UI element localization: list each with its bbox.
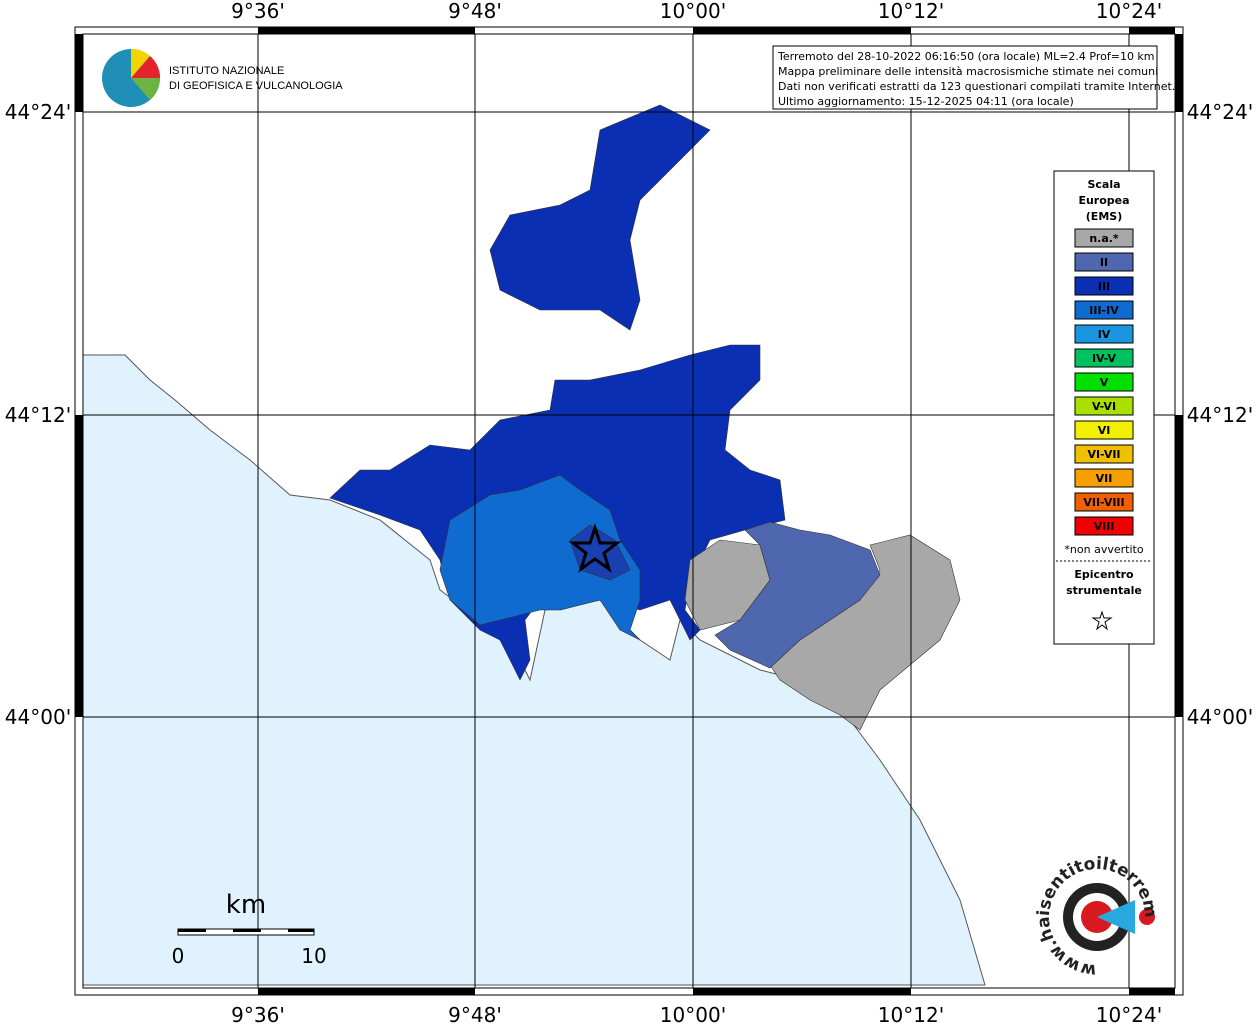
- info-line: Mappa preliminare delle intensità macros…: [778, 65, 1158, 78]
- legend-label: VII: [1096, 472, 1113, 485]
- region: [439, 474, 641, 641]
- logo-text: ISTITUTO NAZIONALE: [169, 65, 284, 77]
- lon-label: 9°48': [448, 0, 502, 23]
- legend-swatch: [1074, 348, 1134, 368]
- beam: [1097, 900, 1135, 934]
- legend-swatch: [1074, 468, 1134, 488]
- legend-epicenter: Epicentro: [1074, 568, 1134, 581]
- legend-label: VI: [1098, 424, 1111, 437]
- legend-swatch: [1074, 372, 1134, 392]
- legend-label: V: [1100, 376, 1109, 389]
- legend-swatch: [1074, 276, 1134, 296]
- legend-swatch: [1074, 444, 1134, 464]
- legend-swatch: [1074, 300, 1134, 320]
- info-box: [772, 45, 1158, 110]
- legend-title: Europea: [1078, 194, 1129, 207]
- lon-label: 9°36': [231, 1003, 285, 1024]
- bar: [75, 415, 83, 717]
- legend-swatch: [1074, 492, 1134, 512]
- bar: [258, 27, 475, 34]
- scale-unit: km: [226, 890, 266, 920]
- lon-label: 10°00': [660, 1003, 726, 1024]
- epicenter-star: [568, 523, 622, 573]
- legend-label: n.a.*: [1089, 232, 1119, 245]
- legend-label: II: [1100, 256, 1108, 269]
- scale-bar: km 0 10: [172, 890, 327, 968]
- lon-label: 10°24': [1096, 0, 1162, 23]
- legend-label: III-IV: [1089, 304, 1119, 317]
- bar: [693, 988, 911, 995]
- scale-seg: [178, 929, 206, 932]
- legend-label: III: [1098, 280, 1110, 293]
- lon-label: 10°00': [660, 0, 726, 23]
- region: [489, 104, 711, 331]
- info: Terremoto del 28-10-2022 06:16:50 (ora l…: [777, 50, 1175, 108]
- legend-title: Scala: [1087, 178, 1120, 191]
- scale-start: 0: [172, 944, 185, 968]
- bar: [75, 34, 83, 112]
- lon-label: 10°12': [878, 1003, 944, 1024]
- lat-label: 44°24': [1187, 100, 1253, 124]
- logo-text: DI GEOFISICA E VULCANOLOGIA: [169, 80, 343, 92]
- info-line: Dati non verificati estratti da 123 ques…: [778, 80, 1175, 93]
- legend-swatch: [1074, 396, 1134, 416]
- legend-note: *non avvertito: [1064, 543, 1143, 556]
- legend-label: VI-VII: [1087, 448, 1120, 461]
- legend-label: VII-VIII: [1083, 496, 1124, 509]
- bar: [1175, 34, 1183, 112]
- legend-swatch: [1074, 420, 1134, 440]
- lon-label: 9°36': [231, 0, 285, 23]
- legend-label: VIII: [1094, 520, 1115, 533]
- legend: ScalaEuropea(EMS)n.a.*IIIIIIII-IVIVIV-VV…: [1056, 178, 1152, 631]
- lon-label: 10°12': [878, 0, 944, 23]
- info-line: Terremoto del 28-10-2022 06:16:50 (ora l…: [777, 50, 1155, 63]
- legend-label: IV: [1098, 328, 1111, 341]
- regions: [329, 104, 961, 731]
- legend-swatch: [1074, 324, 1134, 344]
- bar: [1175, 415, 1183, 717]
- globe-part: [131, 78, 161, 100]
- scale-seg: [288, 929, 314, 932]
- region: [714, 521, 881, 669]
- legend-swatch: [1074, 252, 1134, 272]
- dot: [1139, 909, 1155, 925]
- globe-part: [131, 56, 161, 78]
- scale-end: 10: [301, 944, 326, 968]
- lon-label: 10°24': [1096, 1003, 1162, 1024]
- legend-epicenter: strumentale: [1066, 584, 1142, 597]
- globe-part: [131, 48, 150, 78]
- legend-swatch: [1074, 516, 1134, 536]
- bar: [693, 27, 911, 34]
- bar: [1129, 27, 1175, 34]
- lat-label: 44°00': [5, 705, 71, 729]
- legend-title: (EMS): [1086, 210, 1122, 223]
- lon-label: 9°48': [448, 1003, 502, 1024]
- lat-label: 44°12': [5, 403, 71, 427]
- bar: [258, 988, 475, 995]
- bar: [1129, 988, 1175, 995]
- lat-label: 44°00': [1187, 705, 1253, 729]
- legend-star: [1091, 610, 1113, 631]
- legend-swatch: [1074, 228, 1134, 248]
- frame-bars: [75, 27, 1183, 995]
- info-line: Ultimo aggiornamento: 15-12-2025 04:11 (…: [778, 95, 1074, 108]
- ingv-logo: ISTITUTO NAZIONALE DI GEOFISICA E VULCAN…: [102, 48, 343, 107]
- lat-label: 44°24': [5, 100, 71, 124]
- scale-seg: [233, 929, 261, 932]
- legend-label: IV-V: [1092, 352, 1117, 365]
- lat-label: 44°12': [1187, 403, 1253, 427]
- legend-label: V-VI: [1092, 400, 1116, 413]
